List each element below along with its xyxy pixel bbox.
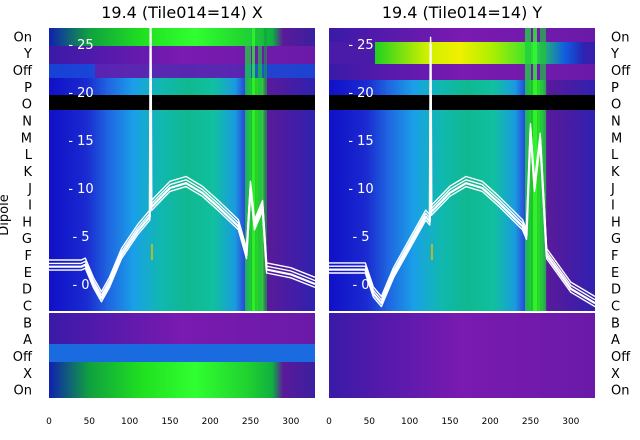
right-y-tick-label: - 0: [352, 278, 369, 293]
right-y-tick-label: - 25: [348, 38, 373, 53]
left-category-label: Off: [13, 350, 33, 365]
right-category-label: F: [611, 249, 618, 264]
left-category-label: Off: [13, 64, 33, 79]
left-y-tick-label: - 5: [72, 230, 89, 245]
right-panel-title: 19.4 (Tile014=14) Y: [382, 3, 543, 22]
left-series-line: [49, 28, 315, 303]
right-category-label: J: [610, 182, 615, 197]
right-category-label: H: [611, 215, 621, 230]
right-category-label: X: [611, 367, 620, 382]
right-category-label: A: [611, 333, 620, 348]
left-category-label: B: [23, 316, 32, 331]
right-category-label: Y: [610, 47, 619, 62]
right-x-tick-label: 300: [562, 417, 579, 427]
left-category-label: I: [28, 199, 32, 214]
right-category-label: C: [611, 300, 620, 315]
right-category-label: I: [611, 199, 615, 214]
left-x-tick-label: 0: [46, 417, 52, 427]
left-y-tick-label: - 15: [68, 134, 93, 149]
left-category-label: K: [23, 165, 32, 180]
left-y-tick-label: - 20: [68, 86, 93, 101]
left-category-label: J: [27, 182, 32, 197]
left-series-line: [49, 28, 315, 293]
left-x-tick-label: 300: [282, 417, 299, 427]
right-x-tick-label: 150: [441, 417, 458, 427]
left-category-label: On: [14, 384, 32, 399]
right-x-tick-label: 0: [326, 417, 332, 427]
right-x-tick-label: 50: [364, 417, 376, 427]
right-y-tick-label: - 20: [348, 86, 373, 101]
left-series-line: [49, 28, 315, 300]
right-y-tick-label: - 15: [348, 134, 373, 149]
left-category-label: E: [24, 266, 32, 281]
left-x-tick-label: 200: [202, 417, 219, 427]
right-x-tick-label: 200: [482, 417, 499, 427]
right-series-line: [329, 36, 595, 298]
left-series-line: [49, 28, 315, 296]
left-category-label: N: [22, 115, 32, 130]
left-category-label: M: [21, 131, 32, 146]
right-y-tick-label: - 10: [348, 182, 373, 197]
right-x-tick-label: 250: [522, 417, 539, 427]
right-category-label: P: [611, 81, 619, 96]
left-category-label: X: [23, 367, 32, 382]
right-y-tick-label: - 5: [352, 230, 369, 245]
left-series-group: [49, 28, 315, 303]
left-y-tick-label: - 0: [72, 278, 89, 293]
left-x-tick-label: 250: [242, 417, 259, 427]
left-category-label: A: [23, 333, 32, 348]
left-y-tick-label: - 25: [68, 38, 93, 53]
tick-labels: 0 50 100 150 200 250 300 - 0 - 5 - 10 - 15 - 20 - 25…: [13, 30, 631, 427]
left-category-label: H: [22, 215, 32, 230]
right-category-label: Off: [611, 350, 631, 365]
right-series-line: [329, 46, 595, 308]
right-category-label: L: [611, 148, 619, 163]
left-category-label: O: [22, 98, 32, 113]
right-heatmap: [329, 28, 595, 398]
right-category-label: M: [611, 131, 622, 146]
left-category-label: P: [24, 81, 32, 96]
left-heatmap: [49, 28, 315, 398]
right-category-label: B: [611, 316, 620, 331]
left-x-tick-label: 50: [84, 417, 96, 427]
left-y-tick-label: - 10: [68, 182, 93, 197]
right-x-tick-label: 100: [401, 417, 418, 427]
right-category-label: On: [611, 30, 629, 45]
right-category-label: N: [611, 115, 621, 130]
right-category-label: G: [611, 232, 621, 247]
left-category-label: Y: [23, 47, 32, 62]
left-panel-title: 19.4 (Tile014=14) X: [101, 3, 263, 22]
right-category-label: D: [611, 283, 621, 298]
left-category-label: On: [14, 30, 32, 45]
right-category-label: E: [611, 266, 619, 281]
left-x-tick-label: 150: [161, 417, 178, 427]
left-category-label: C: [23, 300, 32, 315]
right-category-label: K: [611, 165, 620, 180]
right-series-group: [329, 36, 595, 308]
left-category-label: L: [25, 148, 33, 163]
left-category-label: D: [22, 283, 32, 298]
y-axis-label: Dipole: [0, 194, 12, 235]
left-category-label: G: [22, 232, 32, 247]
left-category-label: F: [25, 249, 32, 264]
right-category-label: On: [611, 384, 629, 399]
right-category-label: Off: [611, 64, 631, 79]
left-x-tick-label: 100: [121, 417, 138, 427]
right-category-label: O: [611, 98, 621, 113]
